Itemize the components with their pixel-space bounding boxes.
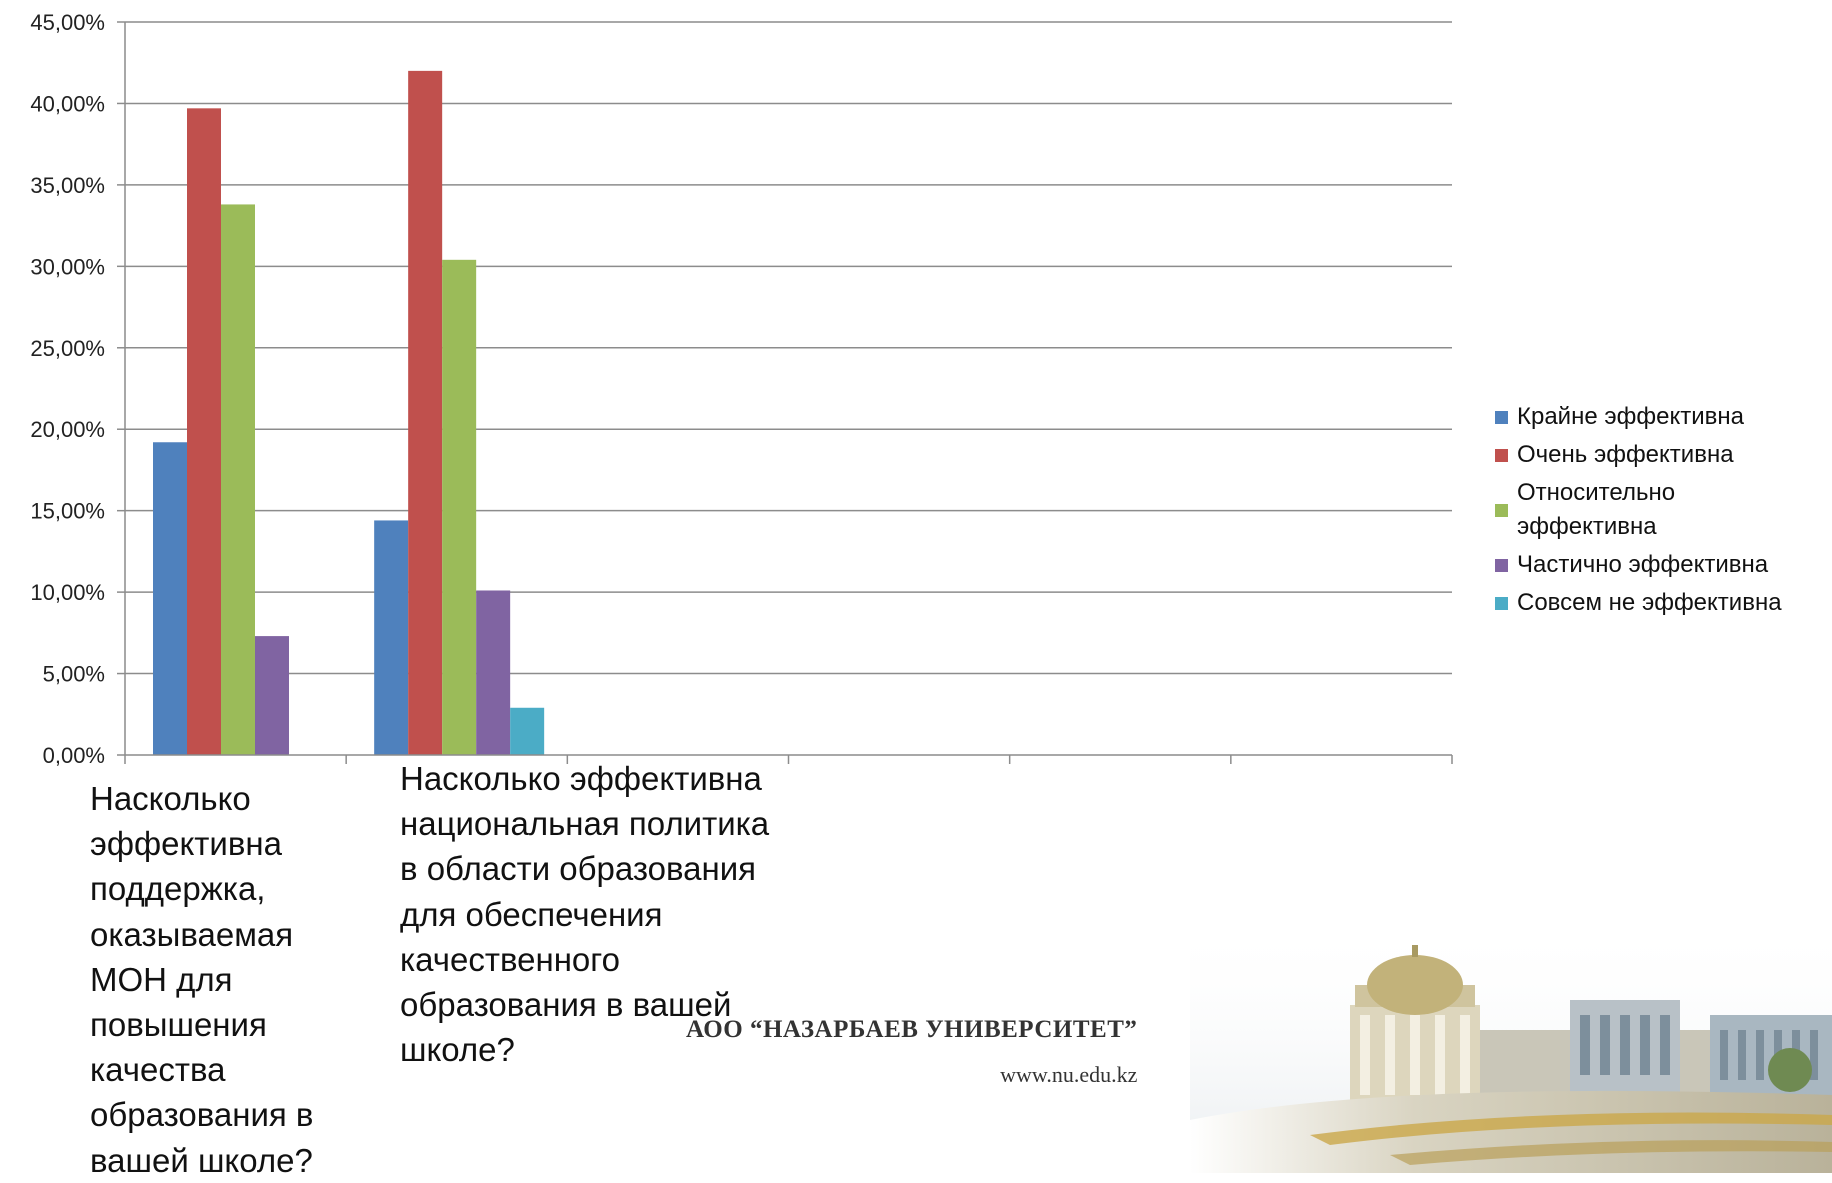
bars xyxy=(153,70,545,756)
bar-1-4 xyxy=(510,707,545,755)
legend-label-2: Относительно эффективна xyxy=(1517,478,1676,541)
legend-item-0: Крайне эффективна xyxy=(1495,400,1832,435)
bar-0-3 xyxy=(255,636,289,755)
legend-item-4: Совсем не эффективна xyxy=(1495,586,1832,621)
category-label-0: Насколько эффективна поддержка, оказывае… xyxy=(90,780,314,1179)
legend-swatch-2 xyxy=(1495,503,1508,517)
gridlines xyxy=(125,21,1452,675)
y-tick-label-4: 20,00% xyxy=(30,417,105,442)
legend-item-1: Очень эффективна xyxy=(1495,438,1832,473)
y-tick-label-8: 40,00% xyxy=(30,91,105,116)
y-tick-label-3: 15,00% xyxy=(30,499,105,524)
bar-0-0 xyxy=(153,442,187,755)
legend-swatch-4 xyxy=(1495,596,1508,610)
legend-label-1: Очень эффективна xyxy=(1517,440,1734,468)
y-tick-label-9: 45,00% xyxy=(30,10,105,35)
legend-item-3: Частично эффективна xyxy=(1495,548,1832,583)
y-tick-label-2: 10,00% xyxy=(30,580,105,605)
university-url: www.nu.edu.kz xyxy=(1000,1062,1138,1087)
y-tick-label-1: 5,00% xyxy=(43,662,105,687)
bar-0-2 xyxy=(221,204,255,756)
bar-1-1 xyxy=(408,70,443,755)
bar-1-2 xyxy=(442,259,477,755)
y-axis: 0,00% 5,00% 10,00% 15,00% 20,00% 25,00% 30,00%… xyxy=(30,10,126,768)
bar-1-0 xyxy=(374,520,409,755)
x-axis xyxy=(124,754,1453,764)
legend-label-3: Частично эффективна xyxy=(1517,551,1769,579)
university-name: АОО “НАЗАРБАЕВ УНИВЕРСИТЕТ” xyxy=(686,1016,1138,1043)
legend-label-0: Крайне эффективна xyxy=(1517,403,1744,430)
legend: Крайне эффективна Очень эффективна Относит… xyxy=(1495,400,1832,624)
bar-1-3 xyxy=(476,590,511,755)
bar-0-1 xyxy=(187,108,221,755)
y-tick-label-7: 35,00% xyxy=(30,173,105,198)
legend-swatch-0 xyxy=(1495,410,1508,424)
legend-swatch-3 xyxy=(1495,559,1508,573)
y-tick-label-5: 25,00% xyxy=(30,336,105,361)
y-tick-label-6: 30,00% xyxy=(30,254,105,279)
campus-building-image xyxy=(1190,920,1832,1173)
category-label-1: Насколько эффективна национальная полити… xyxy=(400,760,770,1069)
legend-item-2: Относительно эффективна xyxy=(1495,476,1832,546)
university-logo-text: АОО “НАЗАРБАЕВ УНИВЕРСИТЕТ” www.nu.edu.k… xyxy=(686,1016,1137,1088)
y-tick-label-0: 0,00% xyxy=(43,743,105,768)
legend-label-4: Совсем не эффективна xyxy=(1517,588,1782,616)
legend-swatch-1 xyxy=(1495,448,1508,462)
